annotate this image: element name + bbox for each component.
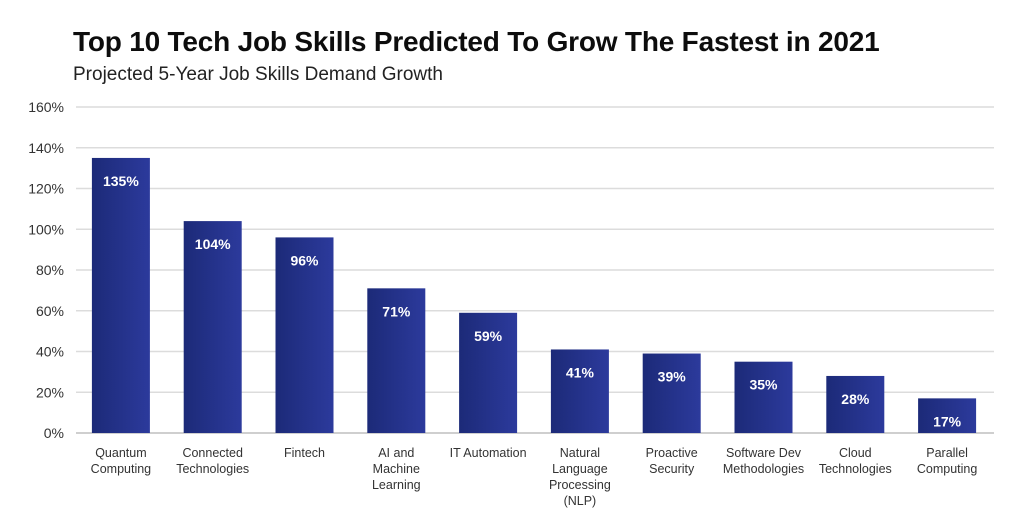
bar <box>459 312 518 433</box>
bar <box>367 288 426 433</box>
chart-title: Top 10 Tech Job Skills Predicted To Grow… <box>73 26 880 57</box>
x-category-label: Fintech <box>284 446 325 460</box>
x-category-label: Connected Technologies <box>176 446 249 476</box>
bar <box>642 353 701 433</box>
bar <box>734 361 793 433</box>
bar <box>91 157 150 433</box>
x-category-label: Proactive Security <box>646 446 698 476</box>
bar <box>275 237 334 433</box>
data-label: 135% <box>103 173 139 189</box>
y-axis-ticks: 0% 20% 40% 60% 80% 100% 120% 140% 160% <box>28 99 64 441</box>
y-tick-label: 40% <box>36 344 64 360</box>
data-label: 96% <box>290 252 319 268</box>
x-axis-categories: Quantum Computing Connected Technologies Fin… <box>91 446 978 508</box>
data-label: 39% <box>658 369 687 385</box>
y-tick-label: 0% <box>44 425 64 441</box>
y-tick-label: 160% <box>28 99 64 115</box>
bar <box>183 221 242 433</box>
y-tick-label: 120% <box>28 181 64 197</box>
x-category-label: Natural Language Processing (NLP) <box>549 446 611 508</box>
bar <box>550 349 609 433</box>
x-category-label: Quantum Computing <box>91 446 151 476</box>
y-tick-label: 80% <box>36 262 64 278</box>
x-category-label: AI and Machine Learning <box>372 446 421 492</box>
y-tick-label: 140% <box>28 140 64 156</box>
x-category-label: IT Automation <box>450 446 527 460</box>
data-label: 35% <box>749 377 778 393</box>
data-label: 59% <box>474 328 503 344</box>
bars <box>91 157 977 433</box>
data-labels: 135% 104% 96% 71% 59% 41% 39% 35% 28% 17% <box>103 173 962 429</box>
x-category-label: Parallel Computing <box>917 446 977 476</box>
chart-subtitle: Projected 5-Year Job Skills Demand Growt… <box>73 64 443 85</box>
bar <box>918 398 977 433</box>
data-label: 17% <box>933 413 962 429</box>
data-label: 41% <box>566 364 595 380</box>
x-category-label: Cloud Technologies <box>819 446 892 476</box>
data-label: 104% <box>195 236 231 252</box>
y-tick-label: 20% <box>36 384 64 400</box>
data-label: 71% <box>382 303 411 319</box>
y-tick-label: 100% <box>28 221 64 237</box>
x-category-label: Software Dev Methodologies <box>723 446 804 476</box>
bar <box>826 375 885 433</box>
y-tick-label: 60% <box>36 303 64 319</box>
data-label: 28% <box>841 391 870 407</box>
